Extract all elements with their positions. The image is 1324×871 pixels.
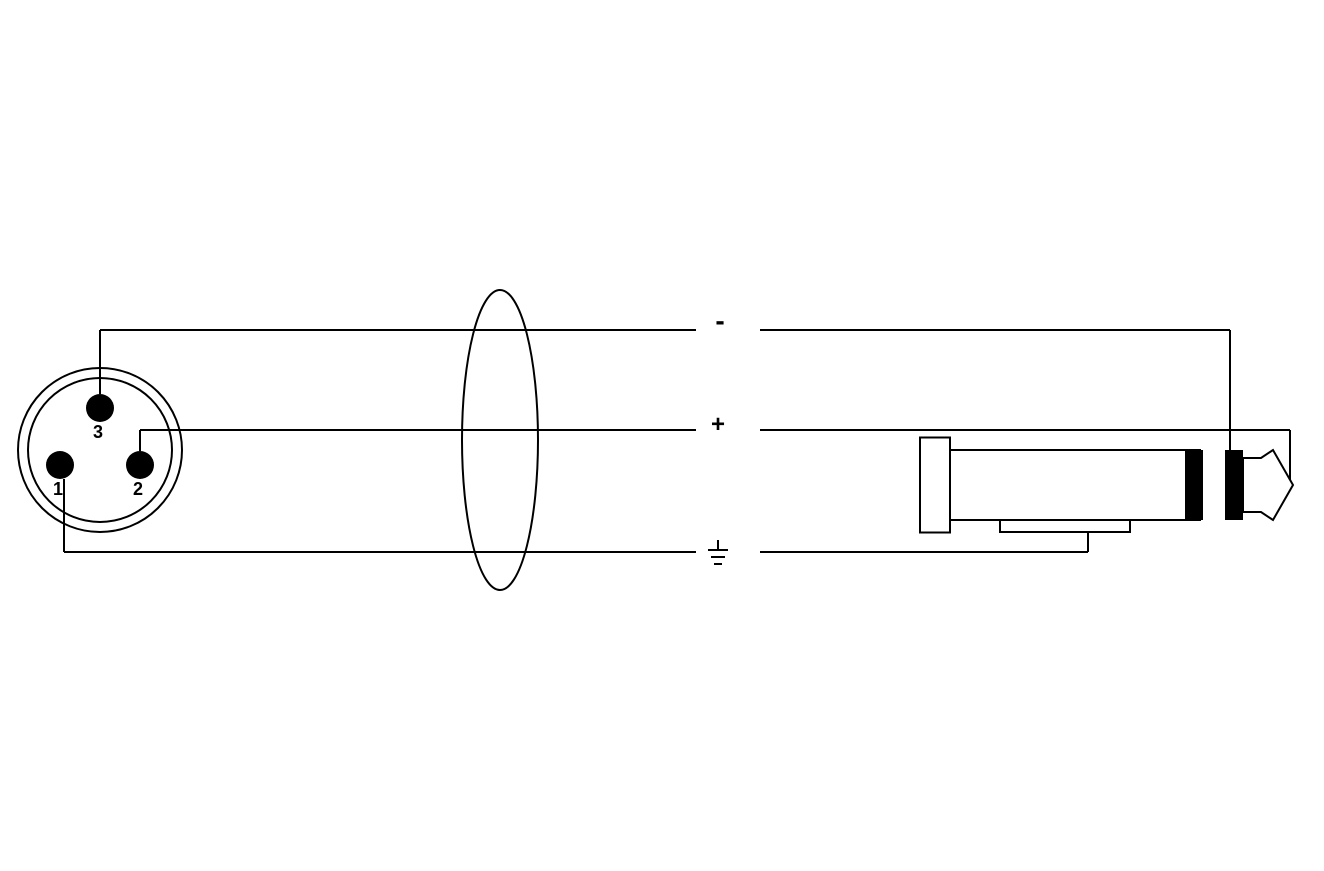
wiring-diagram: 1 2 3 - + [0, 0, 1324, 871]
wire-minus: - [100, 305, 1230, 450]
trs-jack [920, 438, 1293, 533]
pin-2-label: 2 [133, 479, 143, 499]
cable-shield [462, 290, 538, 590]
plus-label: + [711, 411, 725, 438]
ground-symbol [708, 540, 728, 564]
pin-1-label: 1 [53, 479, 63, 499]
minus-label: - [715, 305, 724, 336]
pin-3-label: 3 [93, 422, 103, 442]
